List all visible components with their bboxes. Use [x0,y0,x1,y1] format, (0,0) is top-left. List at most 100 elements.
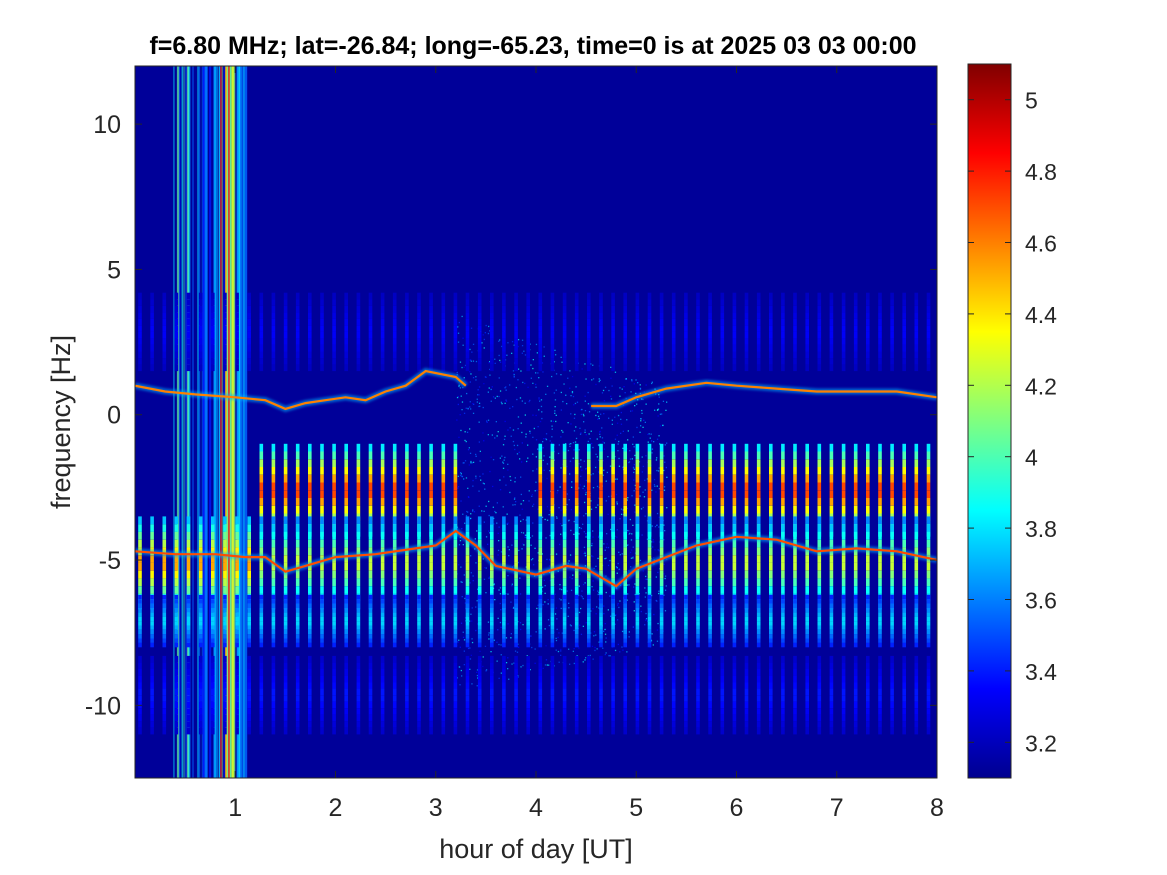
stripe-segment [150,721,154,728]
stripe-segment [550,312,555,319]
scatter-point [505,662,508,664]
stripe-segment [562,662,567,669]
stripe-segment [720,594,725,600]
scatter-point [645,619,647,621]
stripe-segment [623,318,627,326]
scatter-point [498,377,500,379]
stripe-segment [514,586,518,594]
stripe-segment [720,555,725,563]
stripe-segment [756,701,761,709]
stripe-segment [380,727,385,735]
stripe-segment [647,474,652,483]
stripe-segment [490,608,494,613]
stripe-segment [283,351,288,358]
stripe-segment [599,625,603,630]
stripe-segment [356,629,361,635]
stripe-segment [477,318,482,326]
stripe-segment [490,345,494,352]
stripe-segment [574,539,579,548]
stripe-segment [247,364,251,372]
scatter-point [594,649,596,652]
scatter-point [472,509,474,511]
stripe-segment [696,638,700,643]
scatter-point [585,493,587,496]
stripe-segment [538,516,543,525]
scatter-point [543,438,545,440]
stripe-segment [174,625,179,630]
stripe-segment [526,621,530,626]
stripe-segment [696,482,700,491]
stripe-segment [659,467,664,475]
stripe-segment [429,608,433,613]
stripe [295,292,300,735]
stripe-segment [829,727,834,735]
stripe-segment [429,695,433,702]
stripe-segment [441,578,446,587]
stripe [817,292,822,735]
scatter-point [631,379,633,381]
stripe-segment [271,364,276,372]
scatter-point [567,377,569,379]
stripe-segment [623,616,627,622]
stripe-segment [708,625,712,630]
stripe-segment [247,312,251,319]
stripe-segment [174,701,179,709]
stripe-segment [671,364,676,372]
stripe-segment [769,358,773,365]
scatter-point [633,586,635,588]
scatter-point [472,377,475,379]
stripe-segment [708,612,712,617]
stripe-segment [574,312,579,319]
stripe-segment [368,345,373,352]
stripe-segment [502,621,506,626]
scatter-point [535,631,537,633]
stripe-segment [744,608,749,613]
stripe-segment [308,451,312,460]
stripe-segment [380,451,385,460]
stripe-segment [769,634,773,639]
stripe-segment [562,555,567,563]
stripe-segment [174,555,179,563]
stripe-segment [150,351,154,358]
stripe-segment [841,578,846,587]
stripe-segment [405,539,409,548]
scatter-point [621,513,623,515]
scatter-point [491,386,493,388]
scatter-point [462,462,464,464]
stripe-segment [392,325,397,332]
stripe-segment [805,629,809,635]
stripe-segment [684,443,688,452]
stripe-segment [186,629,191,635]
stripe-segment [477,599,482,604]
stripe-segment [490,562,494,571]
stripe-segment [356,516,361,525]
stripe [744,292,749,735]
stripe-segment [368,642,373,648]
stripe-segment [829,578,834,587]
scatter-point [544,628,546,630]
stripe-segment [356,498,361,506]
stripe-segment [756,555,761,563]
stripe-segment [477,331,482,339]
stripe-segment [283,612,288,617]
interference-line [178,66,181,778]
scatter-point [634,454,636,457]
scatter-point [598,598,600,600]
stripe-segment [198,318,203,326]
stripe-segment [659,358,664,365]
stripe-segment [308,634,312,639]
interference-line [204,66,208,778]
stripe-segment [623,531,627,540]
stripe-segment [587,555,591,563]
stripe-segment [514,708,518,715]
scatter-point [605,637,607,639]
stripe-segment [684,531,688,540]
stripe-segment [186,655,191,663]
stripe-segment [295,603,300,608]
stripe-segment [162,524,167,532]
scatter-point [522,381,524,384]
stripe-segment [793,364,797,372]
scatter-point [641,412,643,414]
stripe-segment [162,642,167,648]
stripe-segment [162,562,167,571]
